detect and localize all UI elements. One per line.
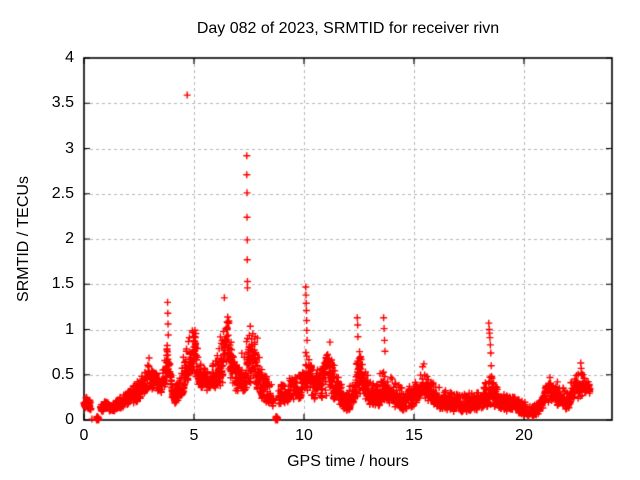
y-tick-label: 1.5: [51, 275, 74, 293]
y-tick-label: 2: [65, 230, 74, 247]
x-axis-label: GPS time / hours: [287, 453, 409, 470]
y-tick-label: 2.5: [51, 184, 74, 202]
x-tick-label: 20: [515, 427, 533, 444]
y-tick-label: 3.5: [51, 94, 74, 112]
y-tick-label: 0: [65, 411, 74, 428]
x-tick-label: 15: [405, 427, 423, 444]
chart-title: Day 082 of 2023, SRMTID for receiver riv…: [196, 20, 500, 37]
x-tick-label: 10: [295, 427, 313, 444]
y-tick-label: 3: [65, 139, 74, 157]
y-tick-label: 4: [65, 49, 74, 66]
x-tick-label: 0: [79, 427, 89, 444]
x-tick-label: 5: [189, 427, 199, 444]
y-tick-label: 0.5: [51, 365, 74, 383]
y-tick-label: 1: [65, 320, 74, 338]
